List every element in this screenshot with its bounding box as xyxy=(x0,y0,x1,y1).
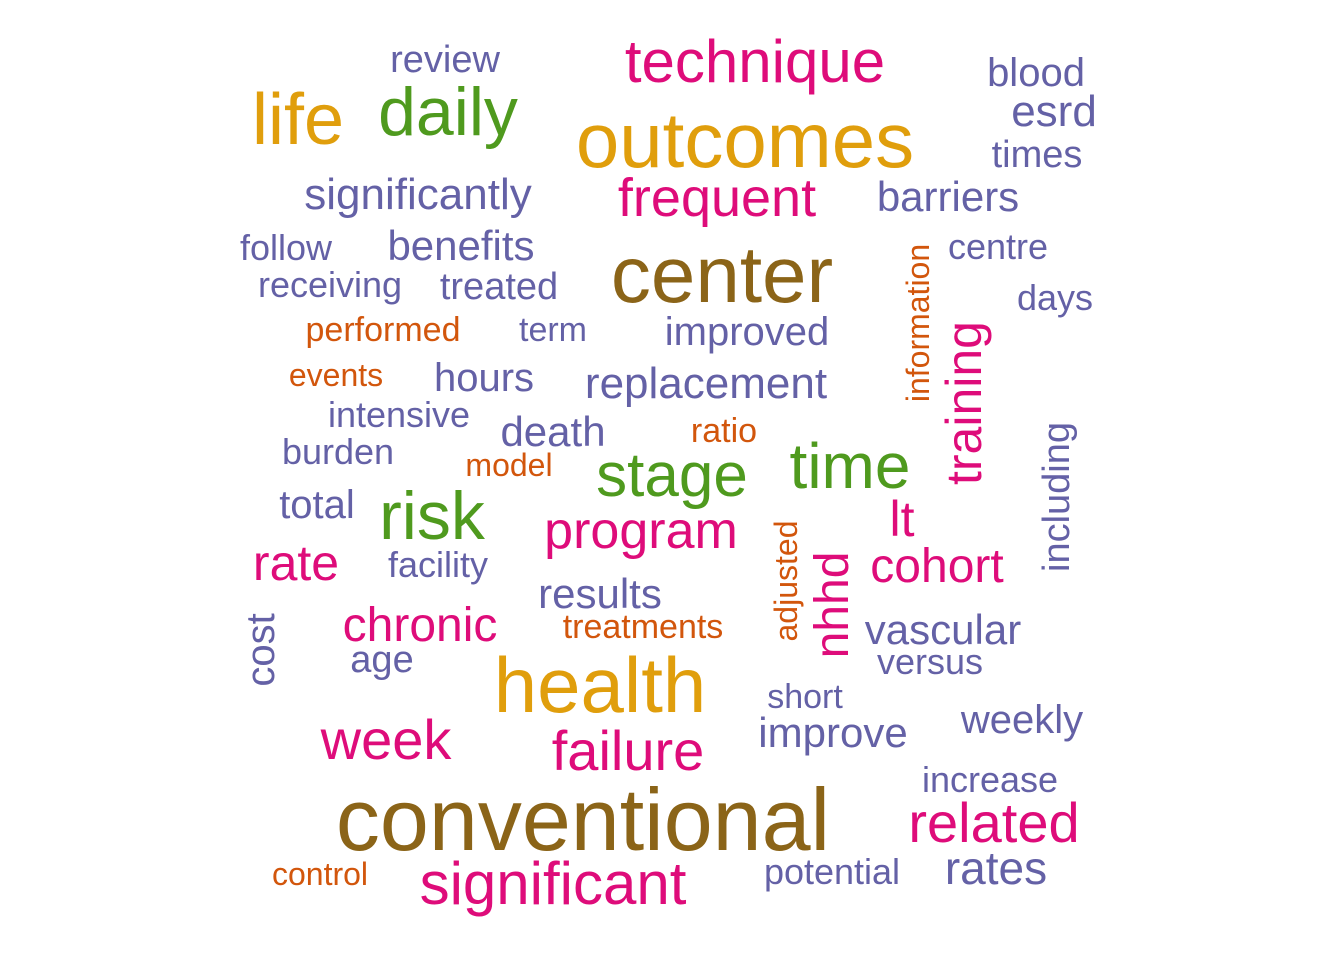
word-risk: risk xyxy=(379,478,485,554)
word-centre: centre xyxy=(947,226,1049,267)
word-days: days xyxy=(1016,277,1094,318)
word-cost: cost xyxy=(239,613,283,687)
word-benefits: benefits xyxy=(387,222,535,269)
word-barriers: barriers xyxy=(876,173,1020,220)
word-including: including xyxy=(1036,422,1078,572)
word-times: times xyxy=(991,134,1083,176)
word-short: short xyxy=(767,678,843,716)
word-related: related xyxy=(908,791,1080,854)
word-significant: significant xyxy=(419,850,687,917)
word-daily: daily xyxy=(378,74,518,150)
word-follow: follow xyxy=(239,227,333,268)
word-events: events xyxy=(288,357,384,393)
word-cohort: cohort xyxy=(870,540,1004,593)
word-ratio: ratio xyxy=(690,412,758,450)
word-health: health xyxy=(493,641,707,729)
word-outcomes: outcomes xyxy=(575,96,915,184)
word-program: program xyxy=(544,502,738,560)
word-chronic: chronic xyxy=(342,599,498,652)
word-lt: lt xyxy=(889,491,915,547)
word-conventional: conventional xyxy=(335,770,831,869)
word-age: age xyxy=(350,639,414,681)
word-improve: improve xyxy=(758,709,908,756)
word-life: life xyxy=(251,80,345,160)
word-time: time xyxy=(789,430,911,502)
word-receiving: receiving xyxy=(257,264,403,305)
word-control: control xyxy=(271,856,369,892)
word-term: term xyxy=(519,311,587,349)
word-facility: facility xyxy=(387,544,489,585)
word-weekly: weekly xyxy=(960,698,1084,742)
word-frequent: frequent xyxy=(617,168,817,228)
word-potential: potential xyxy=(763,851,901,892)
word-significantly: significantly xyxy=(304,170,532,219)
word-information: information xyxy=(900,243,936,403)
word-rate: rate xyxy=(252,535,340,591)
word-versus: versus xyxy=(876,641,984,682)
word-blood: blood xyxy=(987,51,1085,95)
word-vascular: vascular xyxy=(864,606,1022,653)
word-burden: burden xyxy=(281,431,395,472)
word-performed: performed xyxy=(305,311,461,349)
word-total: total xyxy=(279,483,355,527)
word-replacement: replacement xyxy=(584,359,828,408)
word-results: results xyxy=(538,570,662,617)
word-esrd: esrd xyxy=(1011,87,1097,136)
word-adjusted: adjusted xyxy=(768,520,804,642)
word-model: model xyxy=(465,447,553,483)
word-training: training xyxy=(936,321,992,485)
word-intensive: intensive xyxy=(327,394,471,435)
word-week: week xyxy=(320,708,452,771)
word-stage: stage xyxy=(596,441,748,510)
word-treatments: treatments xyxy=(562,608,724,646)
word-failure: failure xyxy=(551,719,705,782)
word-treated: treated xyxy=(439,266,559,308)
word-nhhd: nhhd xyxy=(806,551,859,659)
word-rates: rates xyxy=(944,842,1048,894)
word-improved: improved xyxy=(664,310,830,354)
word-technique: technique xyxy=(624,28,886,95)
word-center: center xyxy=(610,230,834,319)
word-death: death xyxy=(500,408,606,455)
word-hours: hours xyxy=(433,356,535,400)
word-increase: increase xyxy=(921,759,1059,800)
word-review: review xyxy=(390,39,500,81)
